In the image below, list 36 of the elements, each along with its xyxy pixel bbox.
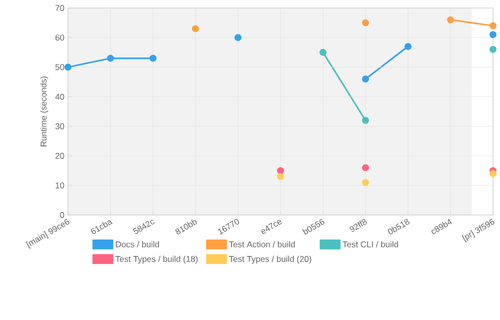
point (490, 22, 497, 30)
x-tick-label: e47ce (261, 220, 282, 234)
legend-label: Test Action / build (229, 241, 295, 248)
point (64, 64, 72, 71)
y-tick-label: 60 (56, 34, 64, 41)
y-tick-label: 30 (55, 123, 64, 130)
legend-label: Test Types / build (18) (115, 256, 198, 264)
y-tick-label: 10 (56, 182, 64, 188)
point (490, 46, 497, 53)
legend-label: Test CLI / build (342, 241, 398, 248)
point (107, 54, 114, 62)
point (192, 25, 199, 32)
y-tick-label: 40 (55, 94, 64, 100)
point (277, 173, 284, 180)
point (362, 75, 370, 82)
point (362, 178, 370, 186)
point (362, 19, 370, 26)
x-tick-label: 92ff8 (350, 219, 367, 232)
legend-label: Test Types / build (20) (229, 256, 312, 264)
point (362, 164, 370, 172)
point (447, 16, 454, 24)
point (150, 54, 156, 62)
point (277, 167, 284, 174)
legend-label: Docs / build (116, 241, 159, 248)
point (490, 31, 497, 38)
y-tick-label: 0 (60, 212, 64, 218)
y-tick-label: 20 (55, 152, 64, 159)
point (490, 170, 497, 178)
y-axis-title: Runtime (seconds) (40, 76, 48, 146)
point (404, 42, 412, 50)
point (362, 116, 370, 124)
x-tick-label: 61cba (91, 220, 113, 234)
point (320, 48, 327, 56)
y-tick-label: 50 (55, 64, 64, 70)
point (234, 34, 242, 42)
y-tick-label: 70 (56, 5, 64, 11)
